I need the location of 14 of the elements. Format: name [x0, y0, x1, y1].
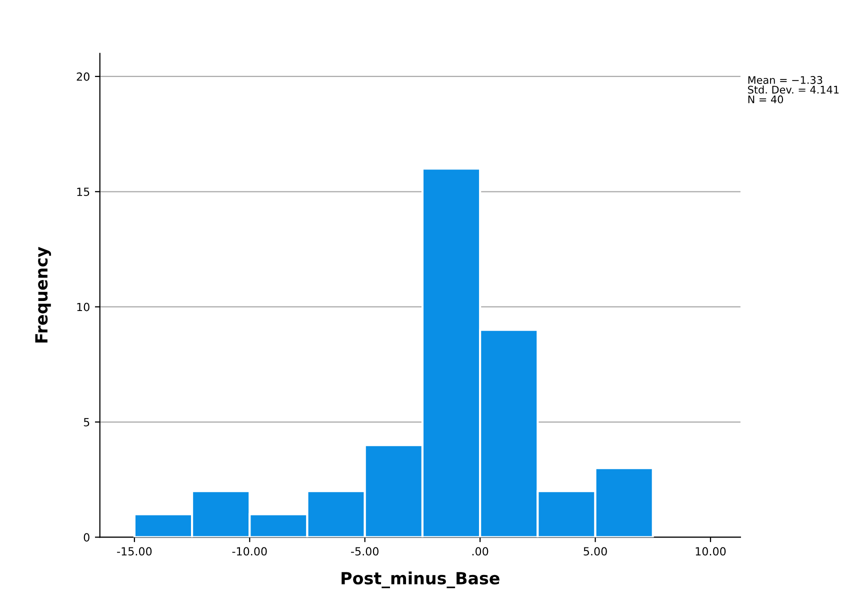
- x-tick-label: -15.00: [117, 547, 152, 556]
- x-tick-label: .00: [472, 547, 488, 556]
- x-tick-label: 10.00: [696, 547, 726, 556]
- text: Mean = −1.33 Std. Dev. = 4.141 N = 40: [748, 76, 839, 104]
- x-tick-label: 5.00: [584, 547, 607, 556]
- y-tick-label: 20: [76, 72, 90, 81]
- x-tick-label: -5.00: [351, 547, 379, 556]
- y-tick-label: 0: [84, 533, 90, 542]
- x-axis-title: Post_minus_Base: [342, 572, 500, 588]
- y-tick-label: 15: [77, 188, 90, 196]
- y-tick-label: 5: [84, 418, 90, 426]
- y-tick-label: 10: [77, 302, 90, 312]
- x-tick-label: -10.00: [232, 547, 267, 556]
- y-axis-title: Frequency: [35, 246, 52, 343]
